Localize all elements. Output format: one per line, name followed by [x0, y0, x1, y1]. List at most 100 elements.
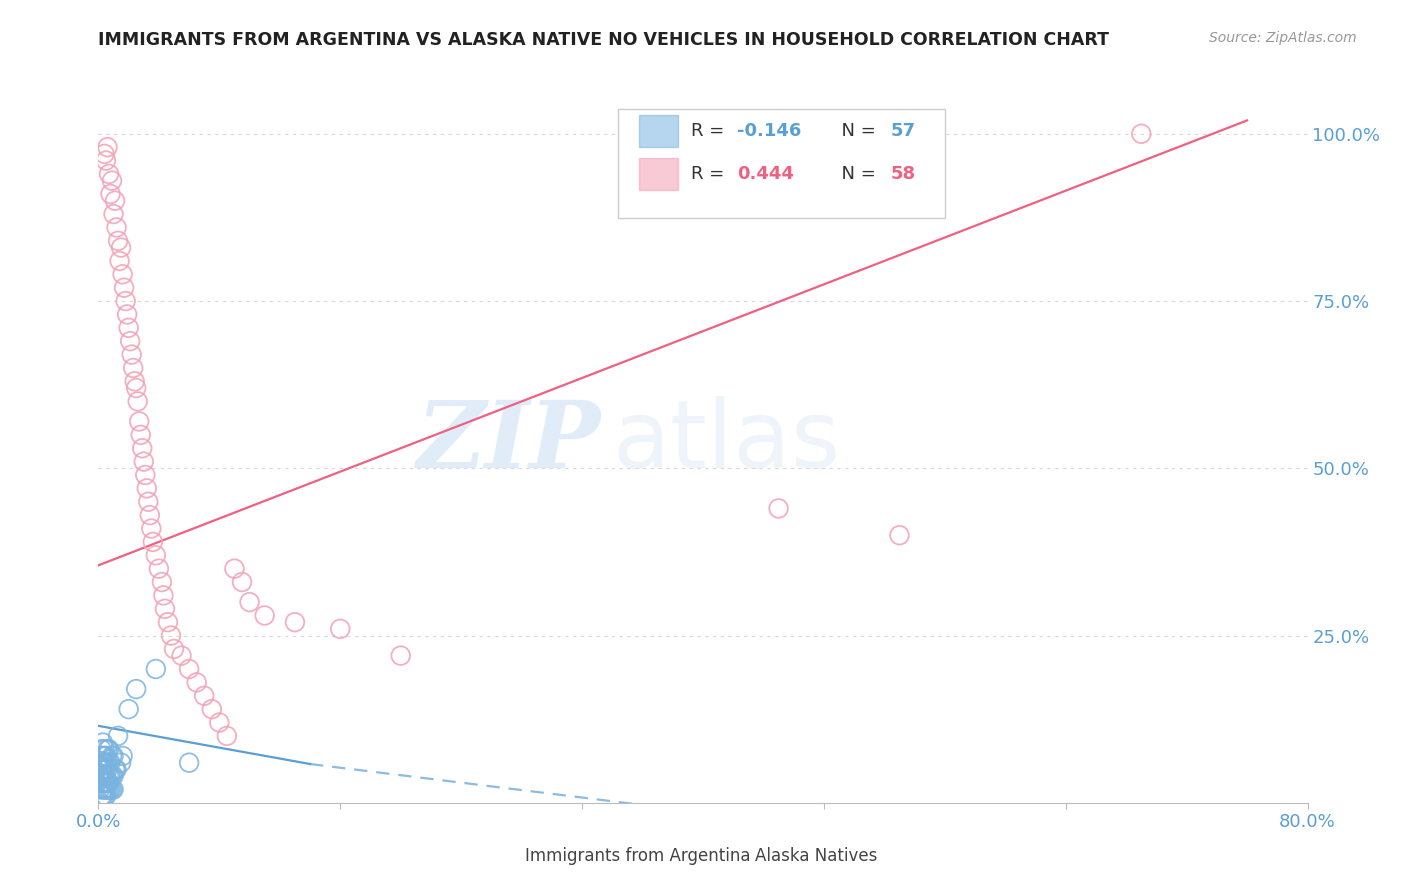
Point [208, 715, 231, 730]
Point [239, 595, 262, 609]
Text: N =: N = [830, 165, 882, 183]
Point [89, 769, 111, 783]
Point [100, 769, 122, 783]
Point [98, 167, 121, 181]
Point [284, 615, 307, 630]
Point [93, 782, 115, 797]
Point [141, 521, 163, 535]
Point [125, 681, 148, 696]
Point [153, 602, 176, 616]
Text: atlas: atlas [613, 395, 841, 488]
Point [96, 756, 118, 770]
Point [231, 575, 253, 590]
Point [145, 548, 167, 563]
Point [90, 789, 112, 804]
Text: 57: 57 [890, 122, 915, 140]
Point [148, 562, 170, 576]
Text: Source: ZipAtlas.com: Source: ZipAtlas.com [1209, 31, 1357, 45]
Point [110, 241, 132, 255]
Point [89, 756, 111, 770]
Point [93, 769, 115, 783]
Point [112, 281, 135, 295]
Point [98, 782, 121, 797]
Point [152, 589, 174, 603]
Point [96, 140, 118, 154]
Point [224, 562, 246, 576]
Text: 0.444: 0.444 [737, 165, 794, 183]
Point [127, 394, 149, 409]
Point [100, 782, 122, 797]
Point [101, 173, 124, 188]
Point [93, 749, 115, 764]
Text: IMMIGRANTS FROM ARGENTINA VS ALASKA NATIVE NO VEHICLES IN HOUSEHOLD CORRELATION : IMMIGRANTS FROM ARGENTINA VS ALASKA NATI… [98, 31, 1109, 49]
Text: 58: 58 [890, 165, 915, 183]
Point [98, 742, 121, 756]
Point [111, 749, 134, 764]
Point [96, 776, 118, 790]
Point [103, 769, 125, 783]
Point [111, 268, 134, 282]
FancyBboxPatch shape [721, 844, 748, 870]
Point [170, 648, 193, 663]
Point [91, 735, 114, 749]
Point [94, 153, 117, 168]
Point [89, 782, 111, 797]
Point [90, 742, 112, 756]
Point [90, 749, 112, 764]
Point [125, 381, 148, 395]
Point [91, 756, 114, 770]
Point [93, 762, 115, 776]
Point [329, 622, 352, 636]
Point [94, 756, 117, 770]
Point [118, 702, 141, 716]
Point [201, 702, 224, 716]
Point [135, 482, 157, 496]
Point [389, 648, 412, 663]
FancyBboxPatch shape [492, 844, 517, 870]
Text: ZIP: ZIP [416, 397, 600, 486]
Text: N =: N = [830, 122, 882, 140]
Point [91, 782, 114, 797]
Point [103, 749, 125, 764]
Point [96, 782, 118, 797]
Point [110, 756, 132, 770]
Point [93, 789, 115, 804]
Point [145, 662, 167, 676]
Point [1130, 127, 1153, 141]
Point [96, 762, 118, 776]
Point [120, 334, 142, 349]
Point [101, 769, 124, 783]
Point [128, 414, 150, 429]
Point [108, 254, 131, 268]
Point [103, 207, 125, 221]
Text: R =: R = [690, 122, 730, 140]
Point [193, 689, 215, 703]
Point [253, 608, 276, 623]
Point [107, 729, 129, 743]
Point [124, 375, 146, 389]
Point [179, 662, 201, 676]
Point [91, 762, 114, 776]
Point [121, 348, 143, 362]
Point [134, 467, 156, 482]
Point [94, 749, 117, 764]
Point [215, 729, 238, 743]
Point [142, 534, 165, 549]
Text: Immigrants from Argentina: Immigrants from Argentina [526, 847, 751, 865]
Point [96, 742, 118, 756]
Point [179, 756, 201, 770]
Point [136, 494, 159, 508]
Point [93, 742, 115, 756]
Point [94, 789, 117, 804]
FancyBboxPatch shape [638, 114, 678, 147]
Text: Alaska Natives: Alaska Natives [755, 847, 877, 865]
Point [100, 187, 122, 202]
Point [104, 194, 127, 208]
Point [115, 307, 138, 322]
Point [90, 762, 112, 776]
Point [98, 776, 121, 790]
Point [139, 508, 162, 523]
Point [114, 294, 136, 309]
Point [889, 528, 911, 542]
Point [93, 147, 115, 161]
